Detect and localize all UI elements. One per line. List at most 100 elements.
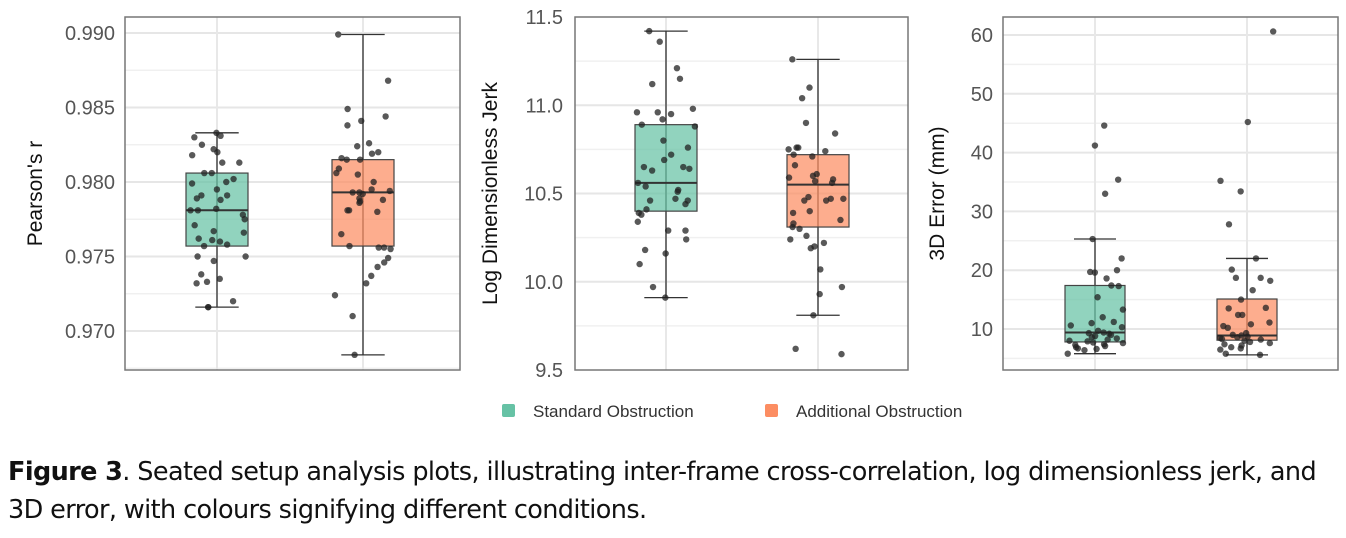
data-point (354, 143, 361, 150)
data-point (1084, 338, 1091, 345)
data-point (1225, 305, 1232, 312)
data-point (809, 153, 816, 160)
data-point (838, 350, 845, 358)
y-axis-label: 3D Error (mm) (926, 126, 949, 260)
data-point (386, 187, 394, 195)
data-point (1118, 324, 1126, 331)
data-point (1107, 331, 1115, 339)
data-point (1246, 338, 1254, 346)
data-point (195, 235, 202, 242)
data-point (820, 239, 828, 247)
data-point (210, 257, 217, 265)
data-point (643, 206, 650, 213)
y-tick-label: 10 (971, 319, 993, 341)
data-point (368, 272, 375, 280)
chart-panel-2: 9.5 10.0 10.5 11.0 11.5 Log Dimensionless Jer… (479, 7, 909, 382)
data-point (1094, 327, 1102, 334)
data-point (217, 196, 224, 204)
data-point (816, 290, 823, 298)
data-point (1228, 344, 1235, 351)
data-point (216, 238, 224, 245)
data-point (338, 154, 345, 162)
data-point (344, 207, 351, 214)
data-point (230, 175, 237, 183)
data-point (384, 77, 392, 84)
data-point (792, 345, 799, 353)
data-point (1256, 351, 1264, 359)
data-point (1269, 28, 1277, 35)
y-tick-label: 10.5 (524, 184, 563, 206)
data-point (633, 109, 641, 116)
data-point (1224, 324, 1231, 332)
data-point (1113, 267, 1121, 274)
data-point (1267, 277, 1274, 284)
data-point (674, 188, 681, 195)
data-point (806, 84, 813, 91)
data-point (789, 223, 796, 231)
legend-item-additional: Additional Obstruction (765, 402, 962, 421)
data-point (646, 197, 654, 204)
data-point (213, 186, 221, 193)
data-point (1089, 339, 1097, 346)
data-point (676, 75, 684, 82)
y-tick-label: 11.0 (526, 95, 563, 117)
legend-label: Additional Obstruction (796, 402, 962, 421)
data-point (368, 186, 375, 193)
data-point (1101, 190, 1109, 197)
data-point (1218, 335, 1226, 343)
data-point (387, 245, 394, 253)
data-point (1239, 311, 1246, 319)
data-point (673, 64, 681, 72)
data-point (214, 149, 221, 156)
data-point (201, 169, 208, 177)
data-point (686, 165, 693, 172)
data-point (667, 110, 675, 118)
data-point (646, 27, 653, 35)
data-point (203, 278, 211, 286)
legend-item-standard: Standard Obstruction (502, 402, 694, 421)
data-point (1241, 337, 1248, 344)
data-point (1234, 334, 1241, 341)
y-tick-label: 20 (971, 260, 993, 282)
data-point (831, 130, 839, 137)
y-axis-label: Log Dimensionless Jerk (479, 82, 502, 305)
data-point (333, 169, 340, 177)
data-point (384, 254, 392, 262)
data-point (216, 275, 223, 283)
data-point (1086, 268, 1094, 276)
box-additional (1216, 28, 1278, 359)
data-point (654, 109, 661, 116)
data-point (187, 207, 194, 214)
data-point (236, 159, 243, 166)
data-point (208, 169, 215, 177)
data-point (223, 178, 230, 186)
data-point (194, 207, 202, 214)
data-point (344, 122, 351, 129)
y-tick-label: 0.980 (65, 172, 115, 194)
data-point (806, 207, 813, 215)
data-point (351, 351, 358, 359)
data-point (837, 216, 844, 224)
data-point (213, 205, 220, 213)
data-point (1066, 337, 1073, 344)
data-point (200, 242, 208, 250)
data-point (1266, 319, 1273, 326)
data-point (791, 162, 799, 169)
data-point (822, 147, 829, 155)
y-axis-label: Pearson's r (24, 141, 47, 247)
data-point (667, 151, 675, 158)
data-point (346, 242, 353, 250)
data-point (656, 38, 663, 45)
figure-caption: Figure 3. Seated setup analysis plots, i… (8, 453, 1338, 529)
data-point (358, 117, 365, 125)
data-point (331, 292, 339, 299)
data-point (338, 230, 345, 238)
legend-swatch (502, 404, 515, 417)
data-point (691, 123, 699, 130)
data-point (1091, 142, 1099, 149)
data-point (1221, 341, 1228, 348)
data-point (1114, 176, 1122, 183)
data-point (1089, 235, 1096, 243)
data-point (659, 116, 666, 123)
data-point (188, 180, 196, 187)
